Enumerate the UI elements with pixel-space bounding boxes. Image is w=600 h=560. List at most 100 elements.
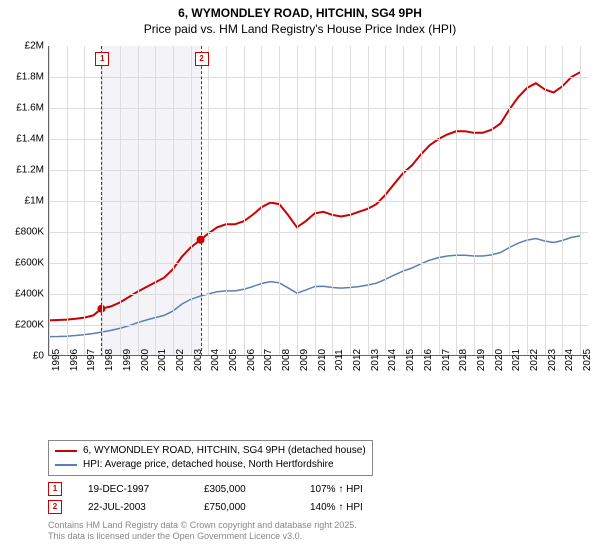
y-tick-label: £1.6M <box>0 103 44 114</box>
y-tick-label: £200K <box>0 320 44 331</box>
gridline-h <box>49 201 588 202</box>
x-tick-label: 2023 <box>547 349 558 371</box>
x-tick-label: 1996 <box>69 349 80 371</box>
sale-price: £305,000 <box>204 484 284 495</box>
sale-marker-top: 2 <box>195 52 209 66</box>
sale-marker-icon: 1 <box>48 482 62 496</box>
legend-label: HPI: Average price, detached house, Nort… <box>83 458 334 472</box>
x-tick-label: 2004 <box>210 349 221 371</box>
x-tick-label: 1997 <box>86 349 97 371</box>
plot-region: 12 <box>48 46 588 356</box>
gridline-h <box>49 77 588 78</box>
gridline-h <box>49 294 588 295</box>
x-tick-label: 2002 <box>175 349 186 371</box>
x-tick-label: 1998 <box>104 349 115 371</box>
gridline-v <box>67 46 68 355</box>
gridline-v <box>368 46 369 355</box>
x-tick-label: 2011 <box>334 349 345 371</box>
x-tick-label: 2022 <box>529 349 540 371</box>
y-tick-label: £1M <box>0 196 44 207</box>
title-address: 6, WYMONDLEY ROAD, HITCHIN, SG4 9PH <box>0 6 600 22</box>
gridline-v <box>138 46 139 355</box>
sales-table: 1 19-DEC-1997 £305,000 107% ↑ HPI 2 22-JUL-20… <box>48 480 390 516</box>
legend: 6, WYMONDLEY ROAD, HITCHIN, SG4 9PH (det… <box>48 440 373 476</box>
chart-area: 12 1995199619971998199920002001200220032… <box>48 46 588 396</box>
x-tick-label: 2015 <box>405 349 416 371</box>
y-tick-label: £2M <box>0 41 44 52</box>
legend-row: HPI: Average price, detached house, Nort… <box>55 458 366 472</box>
x-tick-label: 2024 <box>564 349 575 371</box>
gridline-v <box>421 46 422 355</box>
gridline-v <box>403 46 404 355</box>
x-tick-label: 2018 <box>458 349 469 371</box>
chart-container: 6, WYMONDLEY ROAD, HITCHIN, SG4 9PH Pric… <box>0 0 600 560</box>
sale-date: 19-DEC-1997 <box>88 484 178 495</box>
gridline-v <box>385 46 386 355</box>
x-tick-label: 1999 <box>122 349 133 371</box>
gridline-v <box>315 46 316 355</box>
gridline-v <box>545 46 546 355</box>
x-tick-label: 2021 <box>511 349 522 371</box>
gridline-h <box>49 108 588 109</box>
gridline-v <box>226 46 227 355</box>
legend-swatch <box>55 464 77 466</box>
gridline-v <box>261 46 262 355</box>
y-tick-label: £0 <box>0 351 44 362</box>
gridline-v <box>244 46 245 355</box>
gridline-v <box>332 46 333 355</box>
gridline-v <box>474 46 475 355</box>
sale-price: £750,000 <box>204 502 284 513</box>
sale-row: 1 19-DEC-1997 £305,000 107% ↑ HPI <box>48 480 390 498</box>
x-tick-label: 1995 <box>51 349 62 371</box>
sale-vline <box>101 46 102 356</box>
legend-swatch <box>55 450 77 452</box>
x-tick-label: 2003 <box>193 349 204 371</box>
sale-marker-icon: 2 <box>48 500 62 514</box>
gridline-h <box>49 170 588 171</box>
y-tick-label: £800K <box>0 227 44 238</box>
y-tick-label: £400K <box>0 289 44 300</box>
gridline-v <box>350 46 351 355</box>
gridline-v <box>439 46 440 355</box>
sale-date: 22-JUL-2003 <box>88 502 178 513</box>
x-tick-label: 2009 <box>299 349 310 371</box>
footer-line1: Contains HM Land Registry data © Crown c… <box>48 520 357 531</box>
x-tick-label: 2000 <box>140 349 151 371</box>
y-tick-label: £1.4M <box>0 134 44 145</box>
gridline-v <box>527 46 528 355</box>
legend-row: 6, WYMONDLEY ROAD, HITCHIN, SG4 9PH (det… <box>55 444 366 458</box>
x-tick-label: 2013 <box>370 349 381 371</box>
x-tick-label: 2010 <box>317 349 328 371</box>
x-tick-label: 2020 <box>494 349 505 371</box>
sale-hpi: 140% ↑ HPI <box>310 502 390 513</box>
sale-marker-top: 1 <box>95 52 109 66</box>
x-tick-label: 2006 <box>246 349 257 371</box>
gridline-v <box>297 46 298 355</box>
gridline-v <box>84 46 85 355</box>
x-tick-label: 2007 <box>263 349 274 371</box>
footer-line2: This data is licensed under the Open Gov… <box>48 531 357 542</box>
gridline-v <box>492 46 493 355</box>
x-tick-label: 2016 <box>423 349 434 371</box>
gridline-v <box>191 46 192 355</box>
x-tick-label: 2012 <box>352 349 363 371</box>
y-tick-label: £1.2M <box>0 165 44 176</box>
footer: Contains HM Land Registry data © Crown c… <box>48 520 357 543</box>
y-tick-label: £600K <box>0 258 44 269</box>
gridline-v <box>509 46 510 355</box>
gridline-v <box>562 46 563 355</box>
x-tick-label: 2014 <box>387 349 398 371</box>
gridline-h <box>49 139 588 140</box>
x-tick-label: 2001 <box>157 349 168 371</box>
title-block: 6, WYMONDLEY ROAD, HITCHIN, SG4 9PH Pric… <box>0 0 600 37</box>
gridline-v <box>120 46 121 355</box>
gridline-h <box>49 232 588 233</box>
gridline-v <box>456 46 457 355</box>
gridline-v <box>580 46 581 355</box>
x-tick-label: 2008 <box>281 349 292 371</box>
sale-hpi: 107% ↑ HPI <box>310 484 390 495</box>
gridline-v <box>173 46 174 355</box>
gridline-h <box>49 325 588 326</box>
sale-vline <box>201 46 202 356</box>
x-tick-label: 2017 <box>441 349 452 371</box>
